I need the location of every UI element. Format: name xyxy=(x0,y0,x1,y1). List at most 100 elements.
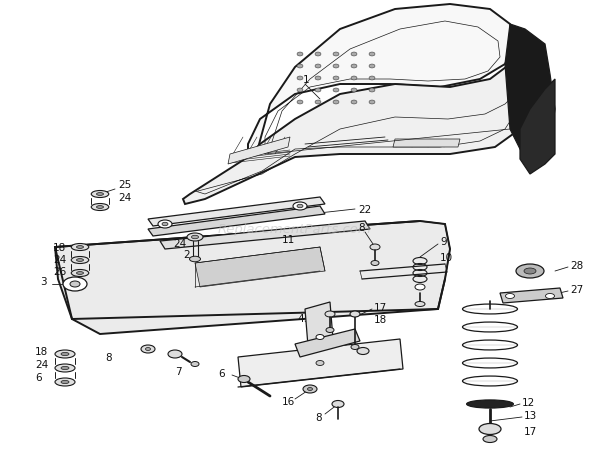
Ellipse shape xyxy=(315,53,321,57)
Ellipse shape xyxy=(315,101,321,105)
Ellipse shape xyxy=(333,77,339,81)
Text: 24: 24 xyxy=(53,254,66,264)
Text: 24: 24 xyxy=(118,193,131,202)
Ellipse shape xyxy=(55,378,75,386)
Text: 8: 8 xyxy=(105,352,112,362)
Ellipse shape xyxy=(61,367,69,370)
Polygon shape xyxy=(248,5,515,160)
Ellipse shape xyxy=(371,261,379,266)
Ellipse shape xyxy=(61,381,69,384)
Ellipse shape xyxy=(351,53,357,57)
Ellipse shape xyxy=(71,257,88,264)
Ellipse shape xyxy=(192,236,198,239)
Polygon shape xyxy=(160,222,370,249)
Ellipse shape xyxy=(297,65,303,69)
Text: 17: 17 xyxy=(524,426,537,436)
Polygon shape xyxy=(55,222,450,334)
Ellipse shape xyxy=(369,77,375,81)
Text: 18: 18 xyxy=(35,346,48,356)
Ellipse shape xyxy=(77,246,84,249)
Text: ReplacementParts.com: ReplacementParts.com xyxy=(218,223,372,236)
Ellipse shape xyxy=(351,345,359,350)
Text: 22: 22 xyxy=(358,205,371,214)
Ellipse shape xyxy=(524,269,536,274)
Text: 11: 11 xyxy=(282,235,295,245)
Ellipse shape xyxy=(61,353,69,356)
Ellipse shape xyxy=(357,348,369,355)
Ellipse shape xyxy=(297,53,303,57)
Ellipse shape xyxy=(351,77,357,81)
Ellipse shape xyxy=(333,101,339,105)
Polygon shape xyxy=(183,55,530,205)
Text: 18: 18 xyxy=(53,242,66,252)
Ellipse shape xyxy=(333,53,339,57)
Ellipse shape xyxy=(415,285,425,291)
Polygon shape xyxy=(520,80,555,174)
Text: 6: 6 xyxy=(35,372,42,382)
Ellipse shape xyxy=(315,65,321,69)
Polygon shape xyxy=(228,138,290,165)
Text: 2: 2 xyxy=(183,249,189,259)
Ellipse shape xyxy=(369,89,375,93)
Text: 26: 26 xyxy=(53,266,66,276)
Ellipse shape xyxy=(91,191,109,198)
Text: 18: 18 xyxy=(374,314,387,325)
Ellipse shape xyxy=(506,294,514,299)
Ellipse shape xyxy=(297,101,303,105)
Polygon shape xyxy=(238,339,403,387)
Polygon shape xyxy=(305,302,333,346)
Text: 10: 10 xyxy=(440,252,453,263)
Ellipse shape xyxy=(297,77,303,81)
Ellipse shape xyxy=(316,335,324,340)
Ellipse shape xyxy=(297,205,303,208)
Ellipse shape xyxy=(546,294,555,299)
Ellipse shape xyxy=(97,206,103,209)
Text: 3: 3 xyxy=(40,276,47,286)
Ellipse shape xyxy=(189,257,201,262)
Ellipse shape xyxy=(238,375,250,383)
Text: 13: 13 xyxy=(524,410,537,420)
Ellipse shape xyxy=(351,65,357,69)
Ellipse shape xyxy=(293,202,307,211)
Text: 16: 16 xyxy=(282,396,295,406)
Ellipse shape xyxy=(191,362,199,367)
Ellipse shape xyxy=(467,400,513,408)
Text: 1: 1 xyxy=(303,75,309,85)
Polygon shape xyxy=(295,329,360,357)
Polygon shape xyxy=(500,288,563,303)
Text: 28: 28 xyxy=(570,260,584,270)
Ellipse shape xyxy=(55,350,75,358)
Text: 9: 9 xyxy=(440,236,447,246)
Ellipse shape xyxy=(63,277,87,291)
Ellipse shape xyxy=(350,311,360,317)
Ellipse shape xyxy=(332,401,344,408)
Ellipse shape xyxy=(315,77,321,81)
Ellipse shape xyxy=(303,385,317,393)
Text: 17: 17 xyxy=(374,302,387,312)
Text: 25: 25 xyxy=(118,179,131,190)
Ellipse shape xyxy=(415,302,425,307)
Ellipse shape xyxy=(168,350,182,358)
Polygon shape xyxy=(148,207,325,236)
Ellipse shape xyxy=(146,348,150,351)
Ellipse shape xyxy=(71,270,88,277)
Polygon shape xyxy=(148,197,325,226)
Text: 12: 12 xyxy=(522,397,535,407)
Ellipse shape xyxy=(479,424,501,435)
Ellipse shape xyxy=(77,259,84,262)
Ellipse shape xyxy=(369,53,375,57)
Ellipse shape xyxy=(351,101,357,105)
Ellipse shape xyxy=(333,89,339,93)
Polygon shape xyxy=(195,247,325,287)
Ellipse shape xyxy=(141,345,155,353)
Polygon shape xyxy=(393,140,460,148)
Ellipse shape xyxy=(158,220,172,229)
Ellipse shape xyxy=(307,388,313,391)
Text: 6: 6 xyxy=(218,368,225,378)
Text: 8: 8 xyxy=(315,412,322,422)
Ellipse shape xyxy=(71,244,88,251)
Text: 24: 24 xyxy=(35,359,48,369)
Ellipse shape xyxy=(516,264,544,279)
Ellipse shape xyxy=(297,89,303,93)
Ellipse shape xyxy=(483,436,497,442)
